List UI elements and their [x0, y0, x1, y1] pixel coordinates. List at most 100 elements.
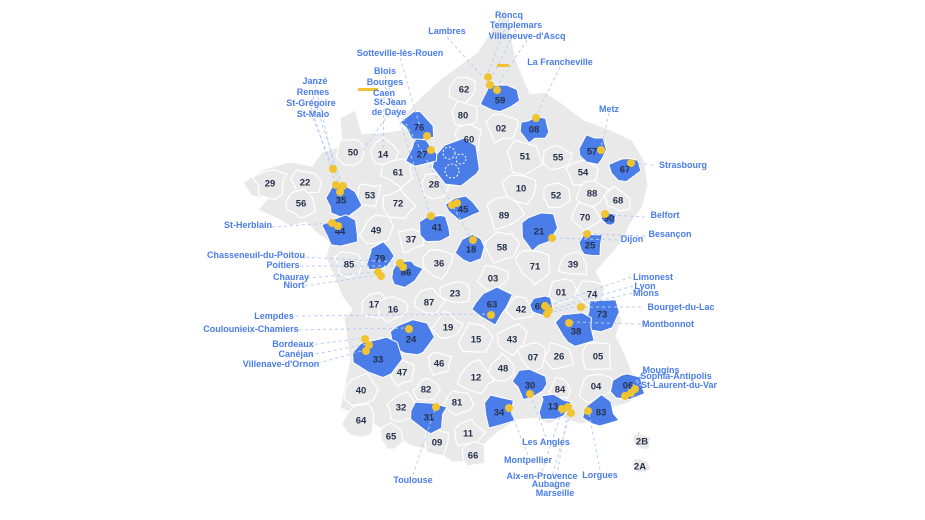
department-34-highlighted[interactable] [483, 394, 516, 429]
city-marker[interactable] [583, 230, 591, 238]
city-marker[interactable] [505, 404, 513, 412]
department-05[interactable] [581, 341, 612, 370]
department-18-highlighted[interactable] [454, 233, 485, 264]
city-marker[interactable] [362, 347, 370, 355]
department-10[interactable] [501, 174, 537, 205]
department-16[interactable] [377, 295, 409, 324]
city-label[interactable]: Aix-en-Provence [506, 471, 577, 481]
city-marker[interactable] [597, 146, 605, 154]
city-marker[interactable] [577, 303, 585, 311]
city-label[interactable]: Sotteville-lès-Rouen [357, 48, 444, 58]
city-marker[interactable] [361, 335, 369, 343]
department-21-highlighted[interactable] [521, 212, 559, 252]
department-02[interactable] [485, 113, 519, 144]
city-label[interactable]: Montbonnot [642, 319, 694, 329]
city-marker[interactable] [532, 114, 540, 122]
city-label[interactable]: Caen [373, 88, 395, 98]
city-label[interactable]: Besançon [648, 229, 691, 239]
department-56[interactable] [285, 188, 316, 220]
city-label[interactable]: Villeneuve-d'Ascq [488, 31, 565, 41]
department-08-highlighted[interactable] [519, 115, 550, 144]
city-label[interactable]: Toulouse [393, 475, 432, 485]
city-marker[interactable] [601, 210, 609, 218]
city-label[interactable]: Strasbourg [659, 160, 707, 170]
city-label[interactable]: La Francheville [527, 57, 593, 67]
department-42[interactable] [505, 295, 535, 320]
city-marker[interactable] [543, 310, 551, 318]
city-marker[interactable] [564, 403, 572, 411]
department-80[interactable] [451, 100, 478, 128]
city-label[interactable]: Bourges [367, 77, 404, 87]
department-51[interactable] [506, 139, 544, 176]
department-35-highlighted[interactable] [325, 182, 363, 220]
city-marker[interactable] [332, 181, 340, 189]
city-label[interactable]: Roncq [495, 10, 523, 20]
city-label[interactable]: Bourget-du-Lac [648, 302, 715, 312]
city-label[interactable]: Marseille [536, 488, 575, 498]
department-40[interactable] [343, 372, 379, 407]
department-36[interactable] [421, 249, 455, 280]
city-marker[interactable] [339, 182, 347, 190]
city-marker[interactable] [365, 341, 373, 349]
city-label[interactable]: Coulounieix-Chamiers [203, 324, 299, 334]
department-06-highlighted[interactable] [609, 373, 646, 401]
city-label[interactable]: Metz [599, 104, 619, 114]
city-label[interactable]: Blois [374, 66, 396, 76]
department-85[interactable] [333, 251, 364, 279]
city-label[interactable]: Dijon [621, 234, 644, 244]
city-marker[interactable] [377, 272, 385, 280]
city-label[interactable]: Bordeaux [272, 339, 314, 349]
city-marker[interactable] [487, 311, 495, 319]
city-label[interactable]: Chasseneuil-du-Poitou [207, 250, 305, 260]
city-marker[interactable] [328, 219, 336, 227]
city-marker[interactable] [621, 392, 629, 400]
city-label[interactable]: St-Herblain [224, 220, 272, 230]
department-53[interactable] [357, 183, 382, 208]
department-70[interactable] [570, 201, 602, 232]
department-26[interactable] [542, 342, 574, 370]
department-09[interactable] [423, 428, 450, 457]
city-marker[interactable] [405, 325, 413, 333]
department-19[interactable] [430, 311, 465, 339]
city-label[interactable]: St-Grégoire [286, 98, 336, 108]
city-label[interactable]: Niort [284, 280, 305, 290]
department-07[interactable] [516, 341, 546, 373]
department-62[interactable] [448, 76, 477, 106]
department-2A[interactable] [630, 457, 653, 474]
city-label[interactable]: Janzé [302, 76, 327, 86]
department-48[interactable] [487, 352, 515, 382]
city-marker[interactable] [631, 385, 639, 393]
department-52[interactable] [543, 182, 571, 209]
city-marker[interactable] [427, 146, 435, 154]
department-82[interactable] [412, 377, 442, 401]
department-39[interactable] [557, 250, 588, 276]
department-83-highlighted[interactable] [581, 393, 620, 427]
city-marker[interactable] [469, 236, 477, 244]
department-72[interactable] [382, 188, 417, 219]
city-label[interactable]: Mions [633, 288, 659, 298]
department-01[interactable] [547, 278, 578, 305]
city-marker[interactable] [486, 81, 494, 89]
city-label[interactable]: Templemars [490, 20, 542, 30]
city-marker[interactable] [423, 132, 431, 140]
city-label[interactable]: Rennes [297, 87, 330, 97]
city-marker[interactable] [427, 212, 435, 220]
department-04[interactable] [578, 373, 616, 404]
department-59-highlighted[interactable] [479, 84, 521, 113]
city-label[interactable]: Les Angles [522, 437, 570, 447]
city-label[interactable]: St-Malo [297, 109, 330, 119]
city-label[interactable]: Aubagne [532, 479, 571, 489]
department-66[interactable] [461, 440, 486, 468]
city-marker[interactable] [493, 86, 501, 94]
city-marker[interactable] [399, 263, 407, 271]
department-50[interactable] [335, 138, 365, 166]
department-63-highlighted[interactable] [471, 286, 514, 326]
department-68[interactable] [603, 185, 631, 212]
department-87[interactable] [414, 287, 447, 316]
city-marker[interactable] [565, 319, 573, 327]
department-71[interactable] [514, 249, 551, 286]
city-marker[interactable] [627, 159, 635, 167]
city-marker[interactable] [432, 403, 440, 411]
city-label[interactable]: Poitiers [266, 260, 299, 270]
